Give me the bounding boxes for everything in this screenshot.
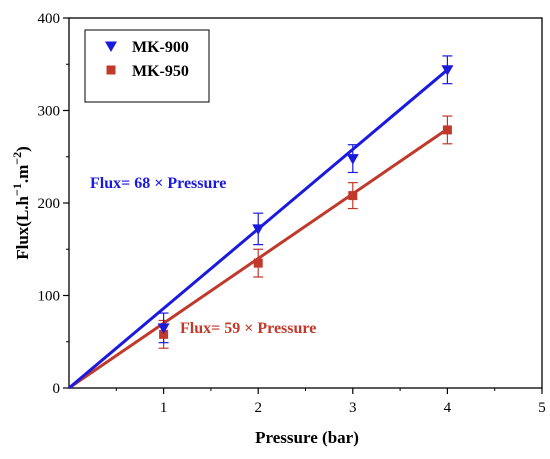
data-point-mk-950: [348, 191, 358, 201]
x-axis-title: Pressure (bar): [255, 428, 359, 447]
y-axis-title: Flux(L.h−1.m−2): [10, 146, 32, 260]
fit-annotation-mk-950: Flux= 59 × Pressure: [180, 320, 316, 337]
x-tick-label: 2: [254, 400, 262, 416]
x-tick-label: 4: [444, 400, 452, 416]
y-tick-label: 0: [53, 381, 61, 397]
fit-annotation-mk-900: Flux= 68 × Pressure: [90, 175, 226, 192]
legend-marker-mk-950: [106, 65, 116, 75]
data-point-mk-950: [442, 125, 452, 135]
axes: 1 2 3 4 5 0 100 200 300 400: [38, 11, 546, 416]
data-point-mk-900: [441, 65, 454, 76]
y-axis-title-main: Flux(L.h: [13, 195, 32, 259]
y-tick-label: 400: [38, 11, 61, 27]
data-point-mk-950: [253, 258, 263, 268]
legend-label-mk-900: MK-900: [132, 39, 189, 56]
y-axis-title-end: ): [13, 146, 32, 152]
legend-label-mk-950: MK-950: [132, 63, 189, 80]
y-tick-label: 300: [38, 104, 61, 120]
y-tick-label: 100: [38, 289, 61, 305]
data-point-mk-900: [252, 224, 265, 235]
x-tick-label: 1: [160, 400, 168, 416]
y-axis-title-mid: .m: [13, 165, 32, 183]
x-tick-label: 3: [349, 400, 357, 416]
data-points: [157, 65, 454, 339]
data-point-mk-900: [157, 323, 170, 334]
y-axis-title-sup1: −1: [10, 183, 24, 196]
legend: MK-900 MK-950: [84, 29, 210, 103]
legend-marker-mk-900: [105, 41, 117, 52]
data-point-mk-900: [346, 154, 359, 165]
y-axis-title-sup2: −2: [10, 152, 24, 165]
data-point-mk-950: [159, 329, 169, 339]
y-tick-label: 200: [38, 196, 61, 212]
x-tick-label: 5: [538, 400, 546, 416]
annotations: Flux= 68 × Pressure Flux= 59 × Pressure: [90, 175, 316, 337]
